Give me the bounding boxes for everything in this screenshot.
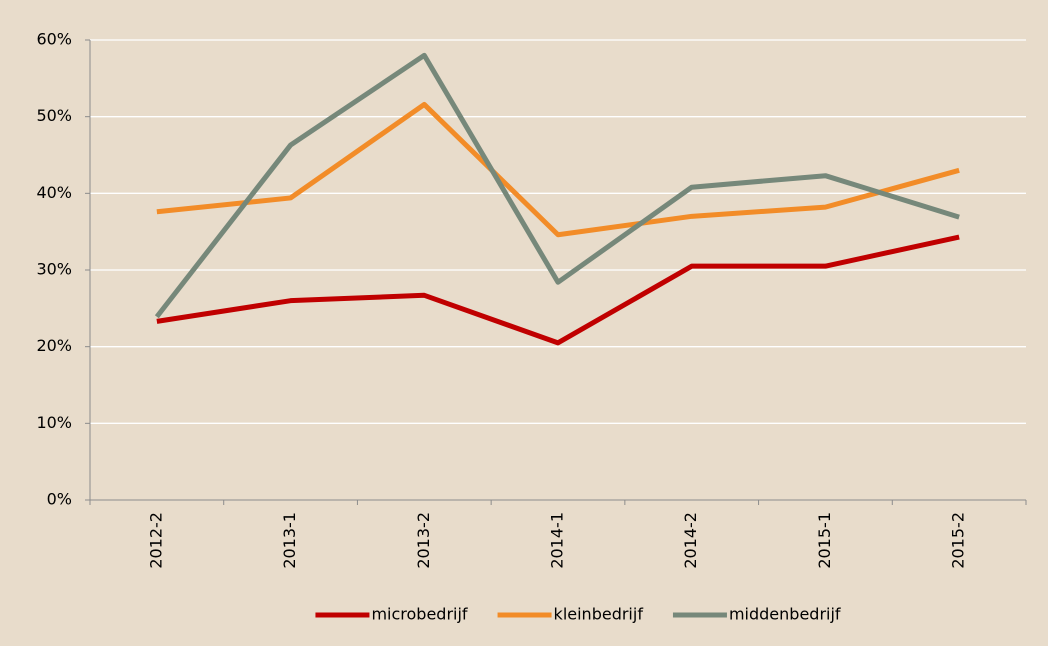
y-tick-label: 30% bbox=[36, 260, 72, 279]
legend-label: microbedrijf bbox=[371, 605, 467, 624]
x-tick-label: 2015-2 bbox=[949, 512, 968, 569]
y-tick-label: 10% bbox=[36, 413, 72, 432]
x-tick-label: 2014-2 bbox=[681, 512, 700, 569]
x-tick-label: 2012-2 bbox=[146, 512, 165, 569]
y-tick-label: 40% bbox=[36, 183, 72, 202]
legend-label: middenbedrijf bbox=[729, 605, 841, 624]
legend-label: kleinbedrijf bbox=[554, 605, 644, 624]
series-line bbox=[156, 101, 960, 238]
x-tick-label: 2013-2 bbox=[414, 512, 433, 569]
x-tick-label: 2015-1 bbox=[815, 512, 834, 569]
series-line bbox=[154, 52, 960, 319]
y-tick-label: 20% bbox=[36, 336, 72, 355]
x-tick-label: 2014-1 bbox=[548, 512, 567, 569]
x-tick-label: 2013-1 bbox=[280, 512, 299, 569]
y-tick-label: 60% bbox=[36, 30, 72, 49]
series-line bbox=[156, 234, 960, 346]
y-tick-label: 50% bbox=[36, 106, 72, 125]
y-tick-label: 0% bbox=[47, 490, 72, 509]
